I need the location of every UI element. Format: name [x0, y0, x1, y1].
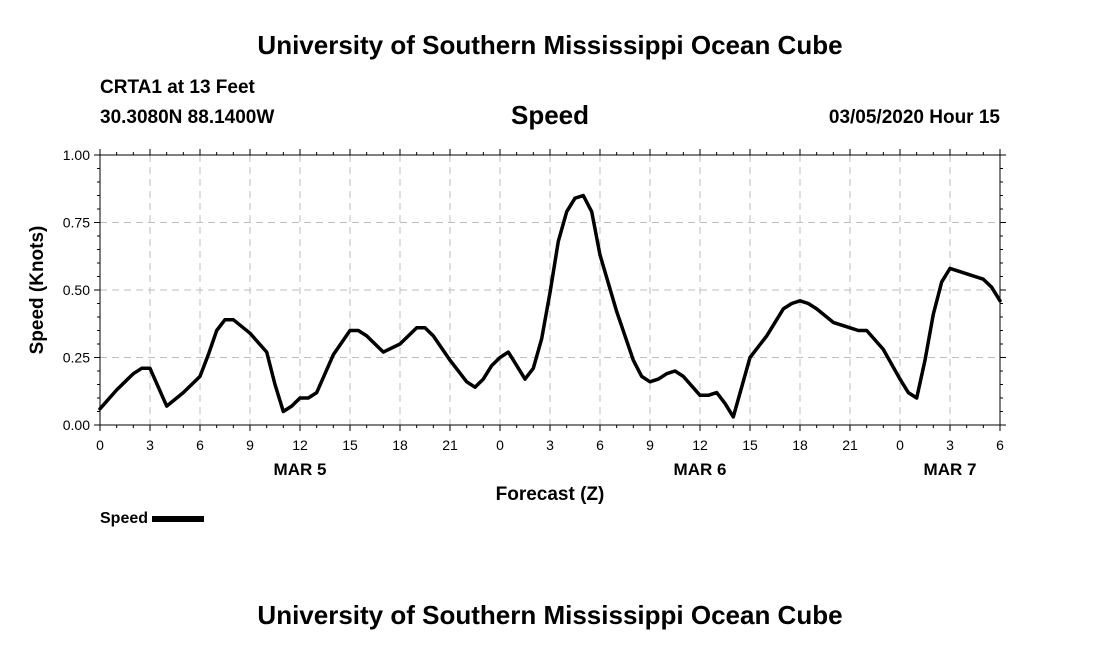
x-axis-label: Forecast (Z) — [496, 484, 605, 505]
y-tick-label: 0.00 — [63, 417, 90, 433]
x-tick-label: 6 — [596, 437, 604, 453]
x-tick-label: 21 — [842, 437, 858, 453]
station-coordinates: 30.3080N 88.1400W — [100, 107, 275, 128]
x-tick-label: 18 — [392, 437, 408, 453]
x-tick-label: 12 — [292, 437, 308, 453]
x-tick-label: 15 — [742, 437, 758, 453]
date-label: MAR 6 — [674, 460, 727, 479]
x-tick-label: 3 — [946, 437, 954, 453]
y-tick-label: 1.00 — [63, 147, 90, 163]
x-tick-label: 15 — [342, 437, 358, 453]
y-tick-label: 0.25 — [63, 350, 90, 366]
axis-ticks — [94, 149, 1006, 431]
series-line-speed — [98, 193, 1002, 419]
legend-label: Speed — [100, 510, 149, 527]
x-tick-label: 9 — [646, 437, 654, 453]
x-tick-label: 0 — [496, 437, 504, 453]
x-tick-label: 0 — [96, 437, 104, 453]
x-tick-label: 3 — [146, 437, 154, 453]
x-tick-label: 21 — [442, 437, 458, 453]
date-label: MAR 7 — [924, 460, 977, 479]
station-label: CRTA1 at 13 Feet — [100, 77, 255, 98]
legend-line-swatch — [152, 516, 205, 522]
x-tick-label: 12 — [692, 437, 708, 453]
x-tick-label: 6 — [196, 437, 204, 453]
legend: Speed — [100, 510, 205, 528]
chart-title-top: University of Southern Mississippi Ocean… — [257, 30, 843, 60]
y-axis-label: Speed (Knots) — [27, 226, 48, 355]
x-tick-label: 0 — [896, 437, 904, 453]
x-tick-label: 3 — [546, 437, 554, 453]
date-label: MAR 5 — [274, 460, 327, 479]
forecast-datetime: 03/05/2020 Hour 15 — [828, 107, 1000, 128]
y-tick-label: 0.75 — [63, 215, 90, 231]
x-tick-label: 18 — [792, 437, 808, 453]
variable-title: Speed — [510, 100, 590, 130]
axis-tick-labels: 0.00 0.25 0.50 0.75 1.00 0 3 6 9 12 15 18 21 0 3 6 9 12 15… — [63, 147, 1004, 479]
x-tick-label: 9 — [246, 437, 254, 453]
chart-title-bottom: University of Southern Mississippi Ocean… — [257, 600, 843, 630]
x-tick-label: 6 — [996, 437, 1004, 453]
y-tick-label: 0.50 — [63, 282, 90, 298]
